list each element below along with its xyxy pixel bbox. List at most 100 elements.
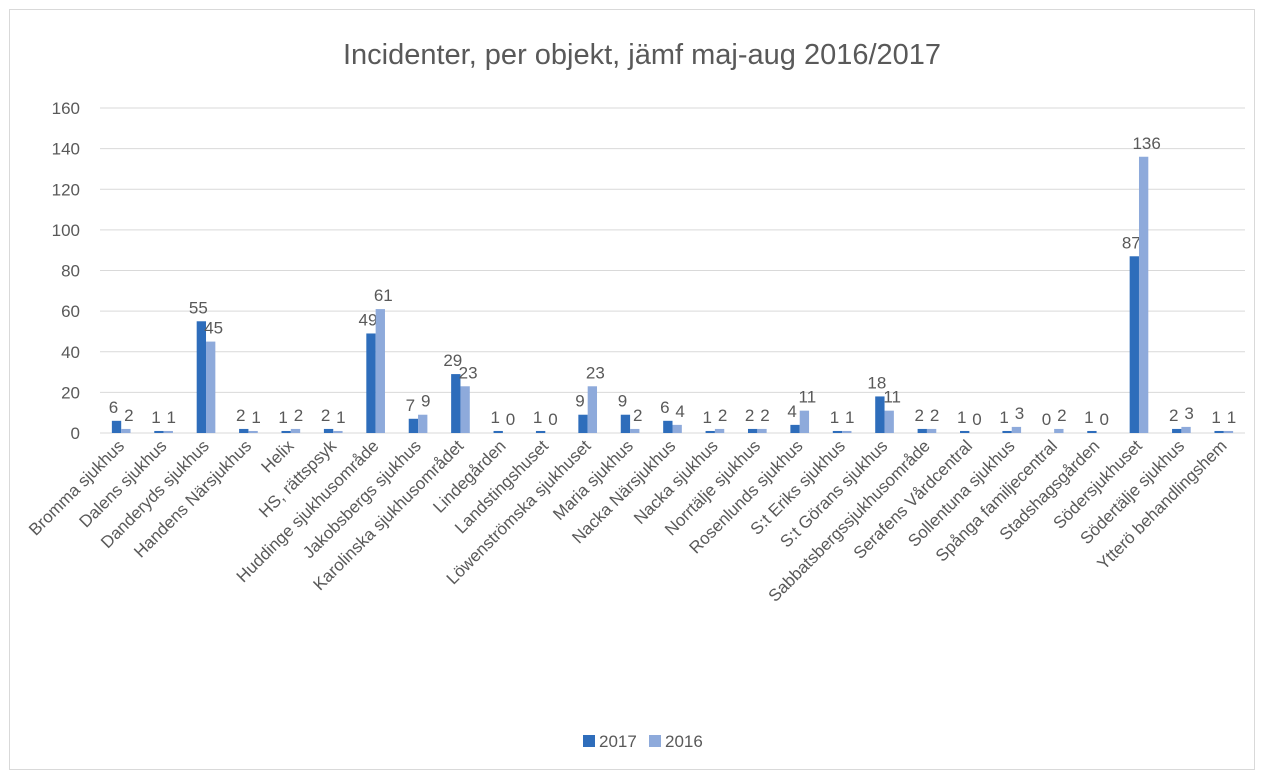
- bar: [630, 428, 640, 433]
- y-tick-label: 20: [61, 383, 80, 402]
- y-tick-label: 120: [52, 180, 80, 199]
- value-label: 3: [1015, 404, 1024, 423]
- value-label: 1: [703, 408, 712, 427]
- value-label: 2: [294, 406, 303, 425]
- bar: [366, 333, 376, 433]
- value-label: 49: [359, 310, 378, 329]
- value-label: 1: [336, 408, 345, 427]
- bar: [535, 430, 546, 433]
- value-label: 9: [618, 392, 627, 411]
- bar: [705, 430, 715, 433]
- value-label: 0: [972, 410, 981, 429]
- y-tick-label: 40: [61, 343, 80, 362]
- value-label: 1: [490, 408, 499, 427]
- value-label: 3: [1184, 404, 1193, 423]
- value-label: 1: [1211, 408, 1220, 427]
- value-label: 2: [1057, 406, 1066, 425]
- legend-swatch: [649, 735, 661, 747]
- value-label: 2: [1169, 406, 1178, 425]
- value-label: 6: [660, 398, 669, 417]
- bar: [1087, 430, 1097, 433]
- value-label: 0: [548, 410, 557, 429]
- y-tick-label: 0: [71, 424, 80, 443]
- bar: [163, 430, 173, 433]
- bar: [418, 414, 428, 433]
- value-label: 29: [443, 351, 462, 370]
- value-label: 61: [374, 286, 393, 305]
- bar: [663, 420, 673, 433]
- bar: [875, 396, 885, 433]
- chart-border: [9, 9, 1255, 770]
- bar: [460, 386, 470, 433]
- bar: [884, 410, 894, 433]
- bar: [1129, 256, 1139, 433]
- bar: [926, 428, 937, 433]
- bar: [960, 430, 970, 433]
- value-label: 1: [167, 408, 176, 427]
- bar: [1002, 430, 1012, 433]
- bar: [290, 428, 301, 433]
- bar: [747, 428, 758, 433]
- bar: [408, 418, 419, 433]
- bar: [799, 410, 810, 433]
- value-label: 9: [575, 392, 584, 411]
- value-label: 1: [1084, 408, 1093, 427]
- y-tick-label: 100: [52, 221, 80, 240]
- value-label: 23: [459, 363, 478, 382]
- value-label: 2: [124, 406, 133, 425]
- value-label: 11: [883, 388, 901, 407]
- bar: [714, 428, 725, 433]
- bar: [842, 430, 852, 433]
- value-label: 9: [421, 392, 430, 411]
- value-label: 55: [189, 298, 208, 317]
- value-label: 2: [321, 406, 330, 425]
- legend-label: 2017: [599, 732, 637, 751]
- value-label: 4: [787, 402, 796, 421]
- bar: [111, 420, 122, 433]
- bar: [757, 428, 767, 433]
- value-label: 11: [799, 388, 817, 407]
- y-tick-label: 140: [52, 140, 80, 159]
- y-tick-label: 60: [61, 302, 80, 321]
- bar: [248, 430, 258, 433]
- bar: [587, 386, 598, 433]
- bar: [1011, 426, 1022, 433]
- value-label: 136: [1132, 134, 1160, 153]
- value-label: 7: [406, 396, 415, 415]
- bar: [917, 428, 927, 433]
- bar: [672, 424, 682, 433]
- bar: [154, 430, 164, 433]
- value-label: 6: [109, 398, 118, 417]
- value-label: 0: [506, 410, 515, 429]
- bar: [578, 414, 588, 433]
- bar: [1138, 156, 1149, 433]
- bar: [281, 430, 291, 433]
- bar: [790, 424, 800, 433]
- value-label: 2: [745, 406, 754, 425]
- value-label: 45: [204, 319, 223, 338]
- bar: [206, 341, 216, 433]
- value-label: 2: [930, 406, 939, 425]
- bar: [1223, 430, 1234, 433]
- bar: [375, 309, 385, 433]
- value-label: 1: [251, 408, 260, 427]
- bar: [832, 430, 843, 433]
- bar: [1214, 430, 1224, 433]
- legend-label: 2016: [665, 732, 703, 751]
- bar: [196, 321, 207, 433]
- value-label: 1: [278, 408, 287, 427]
- value-label: 87: [1122, 233, 1141, 252]
- bar: [1172, 428, 1182, 433]
- value-label: 23: [586, 363, 605, 382]
- value-label: 1: [999, 408, 1008, 427]
- bar: [493, 430, 503, 433]
- value-label: 2: [236, 406, 245, 425]
- bar: [620, 414, 631, 433]
- value-label: 4: [675, 402, 684, 421]
- value-label: 2: [915, 406, 924, 425]
- chart-title: Incidenter, per objekt, jämf maj-aug 201…: [343, 39, 941, 71]
- value-label: 0: [1042, 410, 1051, 429]
- legend-swatch: [583, 735, 595, 747]
- bar: [451, 374, 461, 433]
